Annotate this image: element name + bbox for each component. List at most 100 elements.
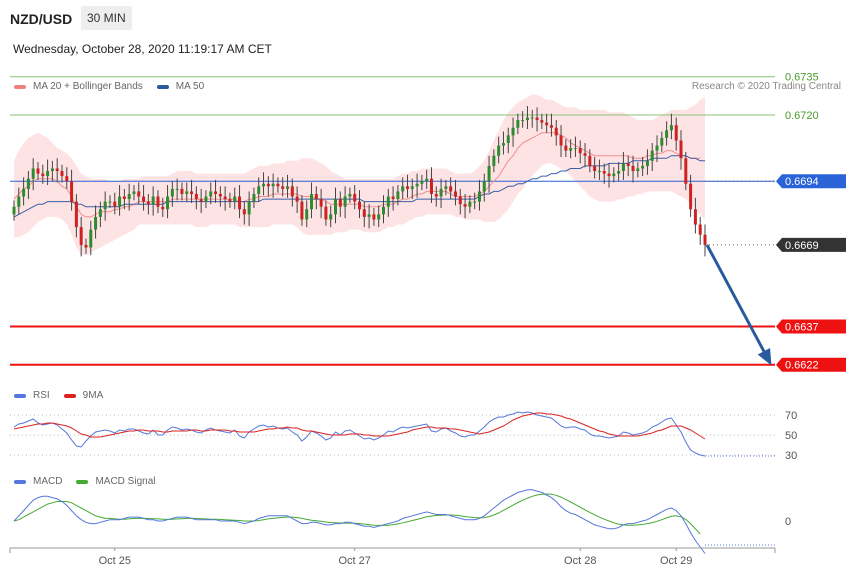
ma20-line xyxy=(13,132,701,218)
candle-body-2 xyxy=(22,188,26,197)
candle-body-1 xyxy=(17,196,21,207)
candle-body-3 xyxy=(26,178,30,189)
candle-body-95 xyxy=(468,201,472,207)
candle-body-107 xyxy=(525,117,529,121)
candle-body-129 xyxy=(631,165,635,172)
candle-body-35 xyxy=(180,188,184,194)
macd-zero-label: 0 xyxy=(785,516,791,528)
forecast-arrow-shaft xyxy=(705,244,772,364)
candle-body-62 xyxy=(310,193,314,210)
chart-header: NZD/USD 30 MIN xyxy=(0,0,850,38)
candle-body-5 xyxy=(36,168,40,174)
candle-body-142 xyxy=(693,209,697,225)
candle-body-63 xyxy=(314,193,318,200)
candle-body-93 xyxy=(458,196,462,205)
candle-body-123 xyxy=(602,171,606,174)
candle-body-23 xyxy=(122,196,126,200)
candle-body-117 xyxy=(573,148,577,150)
candle-body-24 xyxy=(127,193,131,200)
candle-body-11 xyxy=(65,176,69,182)
candle-body-71 xyxy=(353,193,357,202)
level-tag-0.6694 xyxy=(776,174,846,189)
candle-body-86 xyxy=(425,178,429,182)
candle-body-103 xyxy=(506,135,510,143)
ma20-legend-label: MA 20 + Bollinger Bands xyxy=(33,81,143,92)
rsi-line xyxy=(13,411,706,457)
candle-body-73 xyxy=(362,209,366,217)
candle-body-59 xyxy=(295,196,299,202)
candle-body-109 xyxy=(535,117,539,121)
candle-body-34 xyxy=(175,188,179,190)
candle-body-124 xyxy=(607,173,611,177)
candle-body-29 xyxy=(151,196,155,205)
candle-body-85 xyxy=(420,181,424,184)
candle-body-61 xyxy=(305,209,309,220)
candle-body-26 xyxy=(137,191,141,197)
candle-body-127 xyxy=(621,163,625,172)
candle-body-38 xyxy=(194,193,198,200)
rsi-legend-label: RSI xyxy=(33,390,50,401)
candle-body-83 xyxy=(410,186,414,189)
candles xyxy=(12,106,707,257)
candle-body-18 xyxy=(98,209,102,217)
ma20-legend-swatch xyxy=(14,84,26,89)
candle-body-134 xyxy=(655,145,659,151)
candle-body-32 xyxy=(166,196,170,210)
candle-body-44 xyxy=(223,196,227,200)
candle-body-96 xyxy=(473,201,477,203)
candle-body-76 xyxy=(377,214,381,220)
candle-body-30 xyxy=(156,196,160,207)
candle-body-58 xyxy=(290,186,294,197)
candle-body-138 xyxy=(674,125,678,141)
candle-body-48 xyxy=(242,209,246,215)
rsi-level-label-30: 30 xyxy=(785,450,797,462)
candle-body-4 xyxy=(31,168,35,179)
macd-signal-legend-label: MACD Signal xyxy=(95,476,156,487)
candle-body-57 xyxy=(286,186,290,189)
candle-body-81 xyxy=(401,186,405,192)
candle-body-80 xyxy=(396,191,400,200)
candle-body-119 xyxy=(583,153,587,156)
candle-body-50 xyxy=(252,193,256,202)
candle-body-101 xyxy=(497,145,501,156)
candle-body-47 xyxy=(238,196,242,210)
candle-body-33 xyxy=(170,188,174,197)
rsi-ma-line xyxy=(13,412,706,440)
timeframe-button[interactable]: 30 MIN xyxy=(81,6,132,30)
level-tag-text-0.6622: 0.6622 xyxy=(785,360,819,372)
candle-body-41 xyxy=(209,191,213,197)
candle-body-25 xyxy=(132,191,136,194)
level-tag-0.6637 xyxy=(776,319,846,334)
candle-body-125 xyxy=(612,173,616,177)
price-tags: 0.6735 0.6720 0.6694 0.6669 0.6637 0.6622 xyxy=(776,72,846,372)
candle-body-106 xyxy=(521,120,525,122)
candle-body-108 xyxy=(530,117,534,119)
candle-body-136 xyxy=(665,130,669,138)
candle-body-68 xyxy=(338,199,342,207)
candle-body-37 xyxy=(190,191,194,194)
candle-body-21 xyxy=(113,201,117,207)
candle-body-13 xyxy=(74,201,78,228)
candle-body-51 xyxy=(257,186,261,194)
candle-body-82 xyxy=(405,186,409,189)
candle-body-133 xyxy=(650,150,654,161)
candle-body-128 xyxy=(626,163,630,166)
candle-body-89 xyxy=(439,188,443,197)
candle-body-56 xyxy=(281,186,285,189)
candle-body-116 xyxy=(569,148,573,151)
rsi-legend-swatch xyxy=(14,393,26,398)
candle-body-39 xyxy=(199,199,203,202)
candle-body-49 xyxy=(247,201,251,215)
candle-body-72 xyxy=(358,201,361,210)
ma50-legend-swatch xyxy=(156,84,169,89)
candle-body-94 xyxy=(463,204,467,207)
candle-body-36 xyxy=(185,191,189,194)
candle-body-52 xyxy=(262,183,266,187)
candle-body-84 xyxy=(415,183,419,187)
level-label-0.6735: 0.6735 xyxy=(785,72,819,84)
candle-body-7 xyxy=(46,171,50,177)
candle-body-45 xyxy=(228,199,232,202)
candle-body-43 xyxy=(218,193,222,197)
candle-body-20 xyxy=(108,201,112,203)
level-tag-text-0.6669: 0.6669 xyxy=(785,240,819,252)
